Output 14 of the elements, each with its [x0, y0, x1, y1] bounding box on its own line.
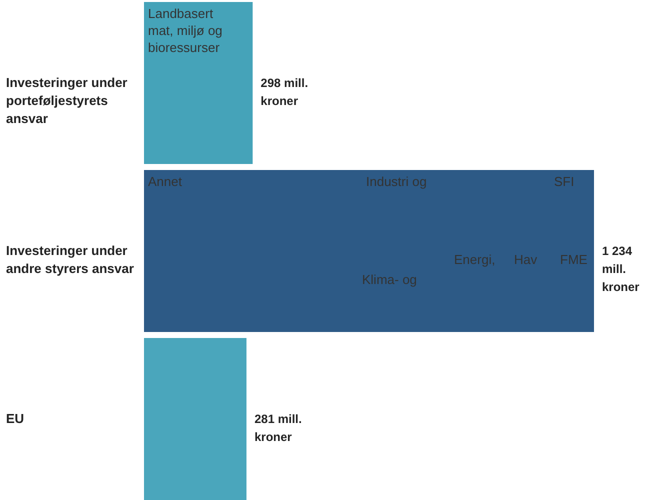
- annotation: Industri og: [366, 174, 427, 189]
- data-label: 1 234 mill. kroner: [602, 244, 640, 294]
- data-label: 281 mill. kroner: [254, 412, 302, 444]
- annotation: Klima- og: [362, 272, 417, 287]
- annotation: Landbasert mat, miljø og bioressurser: [148, 6, 222, 55]
- annotation: Energi,: [454, 252, 496, 267]
- annotation: Annet: [148, 174, 182, 189]
- annotation: Hav: [514, 252, 538, 267]
- annotation: FME: [560, 252, 588, 267]
- y-tick-label: EU: [6, 411, 24, 426]
- y-tick-label: Investeringer under andre styrers ansvar: [6, 243, 134, 276]
- data-label: 298 mill. kroner: [260, 76, 308, 108]
- annotation: SFI: [554, 174, 574, 189]
- y-tick-label: Investeringer under porteføljestyrets ansvar: [6, 74, 128, 126]
